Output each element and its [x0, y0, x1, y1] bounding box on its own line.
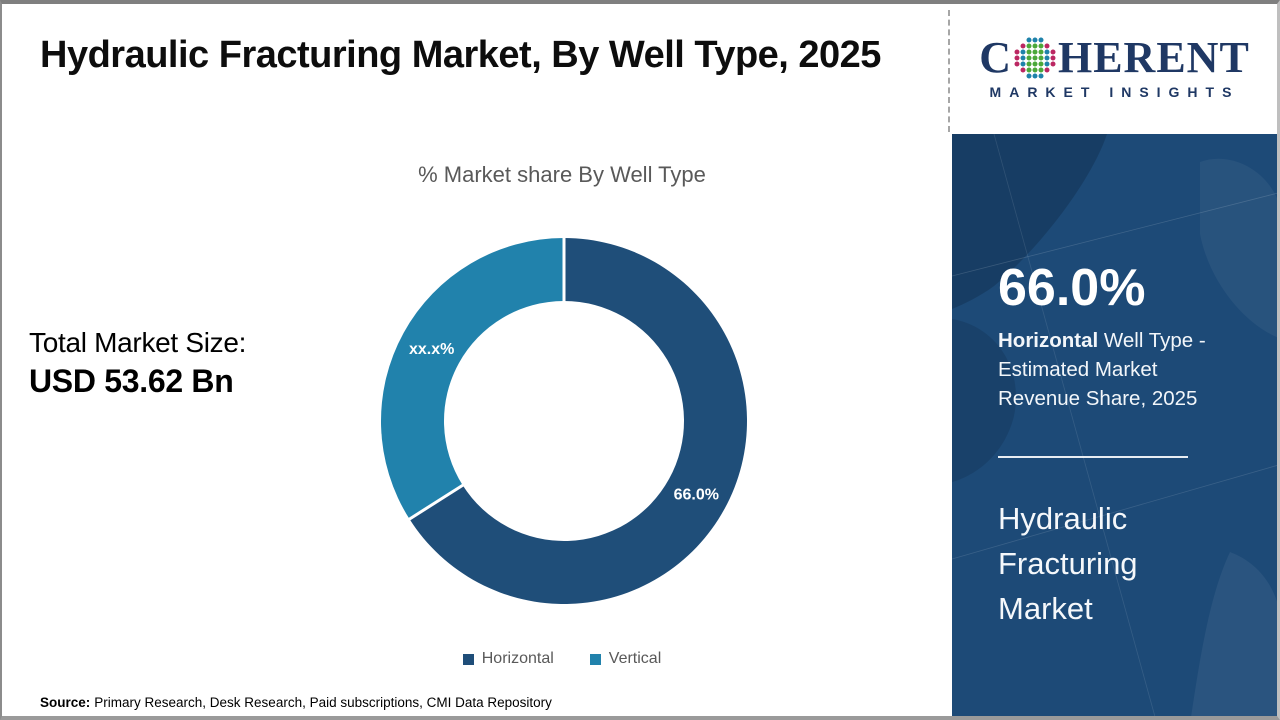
page-title: Hydraulic Fracturing Market, By Well Typ…: [40, 34, 881, 76]
chart-title: % Market share By Well Type: [418, 162, 706, 187]
slice-data-label-horizontal: 66.0%: [674, 486, 719, 503]
source-text: Primary Research, Desk Research, Paid su…: [94, 695, 552, 710]
sidebar-stat-desc-bold: Horizontal: [998, 329, 1099, 352]
logo-subtitle: MARKET INSIGHTS: [989, 84, 1240, 100]
sidebar-divider: [998, 456, 1188, 458]
legend-swatch-icon: [589, 653, 601, 665]
logo-wordmark: C HERENT: [979, 36, 1250, 80]
total-market-label: Total Market Size:: [29, 327, 247, 358]
total-market-value: USD 53.62 Bn: [29, 363, 234, 399]
legend-label: Vertical: [608, 650, 662, 667]
legend-label: Horizontal: [481, 650, 554, 667]
sidebar-stat-desc-rest: Well Type - Estimated Market Revenue Sha…: [998, 329, 1206, 410]
slice-separator: [407, 483, 465, 521]
donut-slice-horizontal: [409, 238, 748, 604]
legend-item-vertical: Vertical: [589, 650, 662, 668]
sidebar-stat-value: 66.0%: [998, 259, 1146, 317]
legend-item-horizontal: Horizontal: [462, 650, 554, 668]
company-logo: C HERENT MARKET INSIGHTS: [952, 4, 1277, 132]
donut-slice-vertical: [381, 238, 564, 520]
source-label: Source:: [40, 695, 91, 710]
legend-swatch-icon: [462, 653, 474, 665]
total-market-size: Total Market Size: USD 53.62 Bn: [29, 326, 246, 402]
slice-data-label-vertical: xx.x%: [409, 341, 454, 358]
logo-letters-rest: HERENT: [1057, 33, 1250, 82]
highlight-sidebar: 66.0% Horizontal Well Type - Estimated M…: [952, 134, 1277, 716]
chart-legend: Horizontal Vertical: [282, 650, 842, 668]
logo-letter-c: C: [979, 33, 1012, 82]
globe-dots-icon: [1014, 37, 1056, 79]
world-map-decoration: [952, 134, 1277, 716]
logo-dashed-divider: [948, 10, 950, 132]
source-note: Source: Primary Research, Desk Research, …: [40, 695, 552, 710]
donut-chart: 66.0% xx.x%: [381, 237, 748, 604]
sidebar-stat-description: Horizontal Well Type - Estimated Market …: [998, 326, 1230, 413]
sidebar-report-title: Hydraulic Fracturing Market: [998, 501, 1138, 626]
